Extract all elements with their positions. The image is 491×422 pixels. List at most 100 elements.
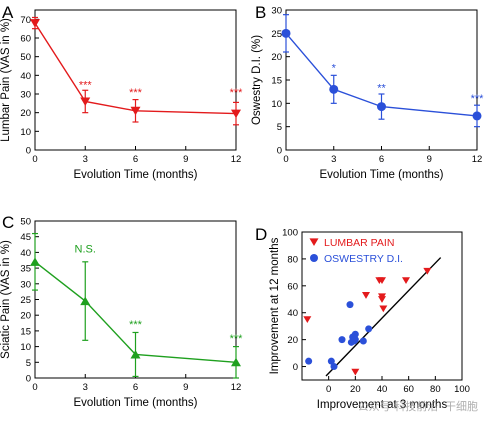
scatter-point <box>330 363 338 371</box>
data-point <box>281 28 291 38</box>
significance-label: *** <box>129 87 143 99</box>
y-tick-label: 25 <box>271 29 282 40</box>
x-tick-label: 12 <box>231 154 242 165</box>
y-axis-label: Oswestry D.I. (%) <box>251 35 263 125</box>
watermark-text: 公众号·科技前沿 ·干细胞 <box>358 399 478 413</box>
data-point <box>472 111 482 121</box>
y-tick-label: 10 <box>20 342 31 353</box>
panel-a: A 0 3 6 9 12 0 10 20 30 40 50 60 70 Evolution Time (mo… <box>0 3 243 181</box>
x-tick-label: 0 <box>326 384 331 395</box>
scatter-point <box>351 330 359 338</box>
x-axis-label: Evolution Time (months) <box>74 397 198 409</box>
y-axis-label: Lumbar Pain (VAS in %) <box>0 18 12 142</box>
x-tick-label: 0 <box>32 382 37 393</box>
x-tick-label: 6 <box>379 154 384 165</box>
y-tick-label: 30 <box>20 90 31 101</box>
y-axis-label: Sciatic Pain (VAS in %) <box>0 240 12 359</box>
scatter-point <box>351 368 360 376</box>
panel-letter: D <box>255 225 267 244</box>
x-tick-label: 100 <box>454 384 470 395</box>
y-axis-label: Improvement at 12 months <box>269 237 281 374</box>
data-point <box>377 102 386 112</box>
x-tick-label: 3 <box>331 154 336 165</box>
y-tick-label: 0 <box>293 362 298 373</box>
x-tick-label: 6 <box>133 154 138 165</box>
scatter-point <box>365 325 373 333</box>
x-tick-label: 0 <box>283 154 288 165</box>
y-tick-label: 10 <box>271 99 282 110</box>
y-tick-label: 45 <box>20 232 31 243</box>
y-tick-label: 30 <box>20 279 31 290</box>
series-line <box>34 261 237 363</box>
significance-label: ** <box>377 83 386 95</box>
panel-letter: A <box>2 3 14 22</box>
scatter-point <box>379 305 388 313</box>
y-tick-label: 70 <box>20 15 31 26</box>
legend-marker <box>310 254 318 262</box>
data-point <box>80 296 91 306</box>
y-tick-label: 20 <box>287 335 298 346</box>
significance-label: *** <box>79 79 93 91</box>
significance-label: * <box>332 63 337 75</box>
significance-label: *** <box>230 333 244 345</box>
significance-label: *** <box>471 93 485 105</box>
scatter-point <box>378 277 386 285</box>
y-tick-label: 35 <box>20 264 31 275</box>
plot-frame <box>34 9 237 151</box>
x-tick-label: 3 <box>83 382 88 393</box>
y-tick-label: 25 <box>20 295 31 306</box>
scatter-point <box>423 267 432 275</box>
data-point <box>80 97 91 106</box>
scatter-point <box>303 316 312 324</box>
series-line <box>34 22 237 115</box>
x-tick-label: 9 <box>183 154 188 165</box>
y-tick-label: 20 <box>20 108 31 119</box>
legend-label: OSWESTRY D.I. <box>324 253 403 265</box>
x-axis-label: Evolution Time (months) <box>320 169 444 181</box>
y-tick-label: 40 <box>20 71 31 82</box>
scatter-point <box>359 337 367 345</box>
y-tick-label: 100 <box>282 228 298 239</box>
significance-label: N.S. <box>75 243 96 255</box>
x-tick-label: 60 <box>403 384 414 395</box>
y-tick-label: 0 <box>26 374 31 385</box>
significance-label: *** <box>230 87 244 99</box>
legend-marker <box>309 238 319 247</box>
y-tick-label: 60 <box>287 281 298 292</box>
x-tick-label: 12 <box>472 154 483 165</box>
data-point <box>130 349 141 359</box>
x-tick-label: 40 <box>377 384 388 395</box>
y-tick-label: 40 <box>287 308 298 319</box>
scatter-point <box>305 357 313 365</box>
x-axis-label: Evolution Time (months) <box>74 169 198 181</box>
x-tick-label: 6 <box>133 382 138 393</box>
x-tick-label: 3 <box>83 154 88 165</box>
x-tick-label: 20 <box>350 384 361 395</box>
y-tick-label: 60 <box>20 34 31 45</box>
y-tick-label: 15 <box>20 326 31 337</box>
panel-b: B 0 3 6 9 12 0 5 10 15 20 25 30 Evolution Time (month… <box>251 3 484 181</box>
y-tick-label: 0 <box>277 146 282 157</box>
scatter-point <box>351 336 359 344</box>
scatter-point <box>346 301 354 309</box>
panel-letter: C <box>2 213 14 232</box>
y-tick-label: 80 <box>287 254 298 265</box>
y-tick-label: 5 <box>277 122 282 133</box>
y-tick-label: 30 <box>271 6 282 17</box>
series-line <box>285 32 478 117</box>
y-tick-label: 10 <box>20 127 31 138</box>
y-tick-label: 20 <box>20 311 31 322</box>
y-tick-label: 40 <box>20 248 31 259</box>
y-tick-label: 50 <box>20 217 31 228</box>
panel-letter: B <box>255 3 266 22</box>
scatter-point <box>338 336 346 344</box>
y-tick-label: 50 <box>20 52 31 63</box>
data-point <box>231 109 241 119</box>
data-point <box>130 106 141 116</box>
x-tick-label: 80 <box>430 384 441 395</box>
x-axis-label: Improvement at 3 months <box>317 399 448 411</box>
y-tick-label: 20 <box>271 52 282 63</box>
panel-c: C 0 3 6 9 12 0 5 10 15 20 25 30 35 40 45 50 Evolution Tim… <box>0 213 243 409</box>
